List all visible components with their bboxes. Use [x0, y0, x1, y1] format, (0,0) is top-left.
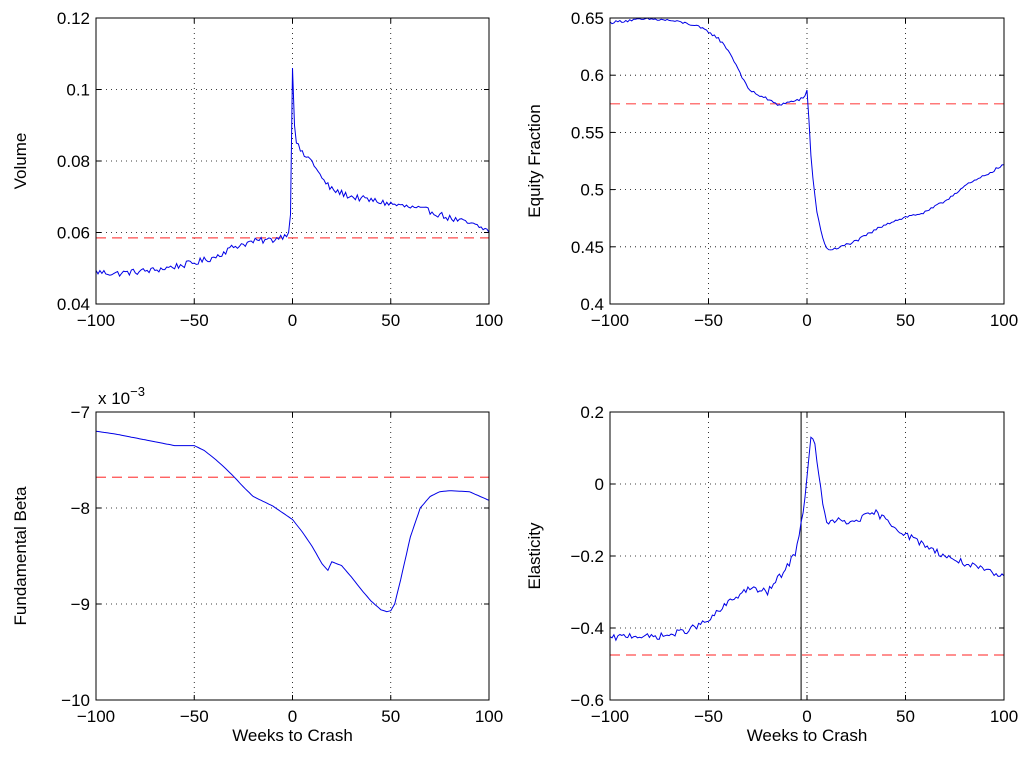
x-tick-label: −50	[180, 707, 209, 726]
panel-1: −100 −50 0 50 100 0.04 0.06 0.08 0.1 0.12 Volume	[11, 9, 503, 330]
panel-4: −100 −50 0 50 100 −0.6 −0.4 −0.2 0 0.2 Elasticity W…	[525, 403, 1018, 745]
x-tick-label: 50	[381, 311, 400, 330]
x-tick-label: 0	[802, 311, 811, 330]
scale-exponent: −3	[130, 384, 145, 399]
x-tick-label: −50	[180, 311, 209, 330]
y-tick-label: 0.2	[580, 403, 604, 422]
y-axis-title: Volume	[11, 133, 30, 190]
y-tick-label: −9	[71, 595, 90, 614]
y-tick-label: 0.55	[571, 123, 604, 142]
y-axis-title: Equity Fraction	[525, 104, 544, 217]
x-tick-label: 100	[990, 311, 1018, 330]
x-axis-title: Weeks to Crash	[232, 726, 353, 745]
y-tick-label: −10	[61, 691, 90, 710]
panel-2: −100 −50 0 50 100 0.4 0.45 0.5 0.55 0.6 0.65 Equity…	[525, 9, 1018, 330]
series-line	[609, 436, 1005, 642]
y-tick-label: 0.5	[580, 181, 604, 200]
x-tick-label: 50	[381, 707, 400, 726]
y-tick-label: 0.45	[571, 238, 604, 257]
y-axis-title: Fundamental Beta	[11, 486, 30, 625]
x-tick-label: 0	[802, 707, 811, 726]
y-tick-label: 0.12	[57, 9, 90, 28]
y-tick-label: 0.65	[571, 9, 604, 28]
axes-frame	[95, 17, 490, 305]
x-tick-label: −100	[77, 707, 115, 726]
y-tick-label: 0.1	[66, 81, 90, 100]
y-tick-label: −0.6	[570, 691, 604, 710]
x-tick-label: 50	[896, 311, 915, 330]
x-axis-title: Weeks to Crash	[747, 726, 868, 745]
series-line	[95, 430, 490, 613]
x-tick-label: −100	[591, 707, 629, 726]
x-tick-label: 0	[288, 707, 297, 726]
x-tick-label: 100	[475, 311, 503, 330]
axes-frame	[609, 411, 1005, 701]
axes-frame	[609, 17, 1005, 305]
x-tick-label: −50	[694, 311, 723, 330]
x-tick-label: −100	[591, 311, 629, 330]
x-tick-label: 50	[896, 707, 915, 726]
y-tick-label: 0.08	[57, 152, 90, 171]
series-line	[95, 67, 490, 278]
y-tick-label: 0.6	[580, 66, 604, 85]
y-tick-label: −0.4	[570, 619, 604, 638]
y-tick-label: −8	[71, 499, 90, 518]
x-tick-label: −50	[694, 707, 723, 726]
y-tick-label: 0	[595, 475, 604, 494]
series-line	[609, 17, 1005, 251]
y-tick-label: 0.06	[57, 224, 90, 243]
y-tick-label: −0.2	[570, 547, 604, 566]
y-tick-label: 0.4	[580, 295, 604, 314]
y-axis-title: Elasticity	[525, 522, 544, 590]
x-tick-label: −100	[77, 311, 115, 330]
x-tick-label: 100	[475, 707, 503, 726]
x-tick-label: 100	[990, 707, 1018, 726]
y-tick-label: 0.04	[57, 295, 90, 314]
y-tick-label: −7	[71, 403, 90, 422]
axes-frame	[95, 411, 490, 701]
panel-3: −100 −50 0 50 100 −10 −9 −8 −7 Fundamental Beta We…	[11, 384, 503, 745]
x-tick-label: 0	[288, 311, 297, 330]
